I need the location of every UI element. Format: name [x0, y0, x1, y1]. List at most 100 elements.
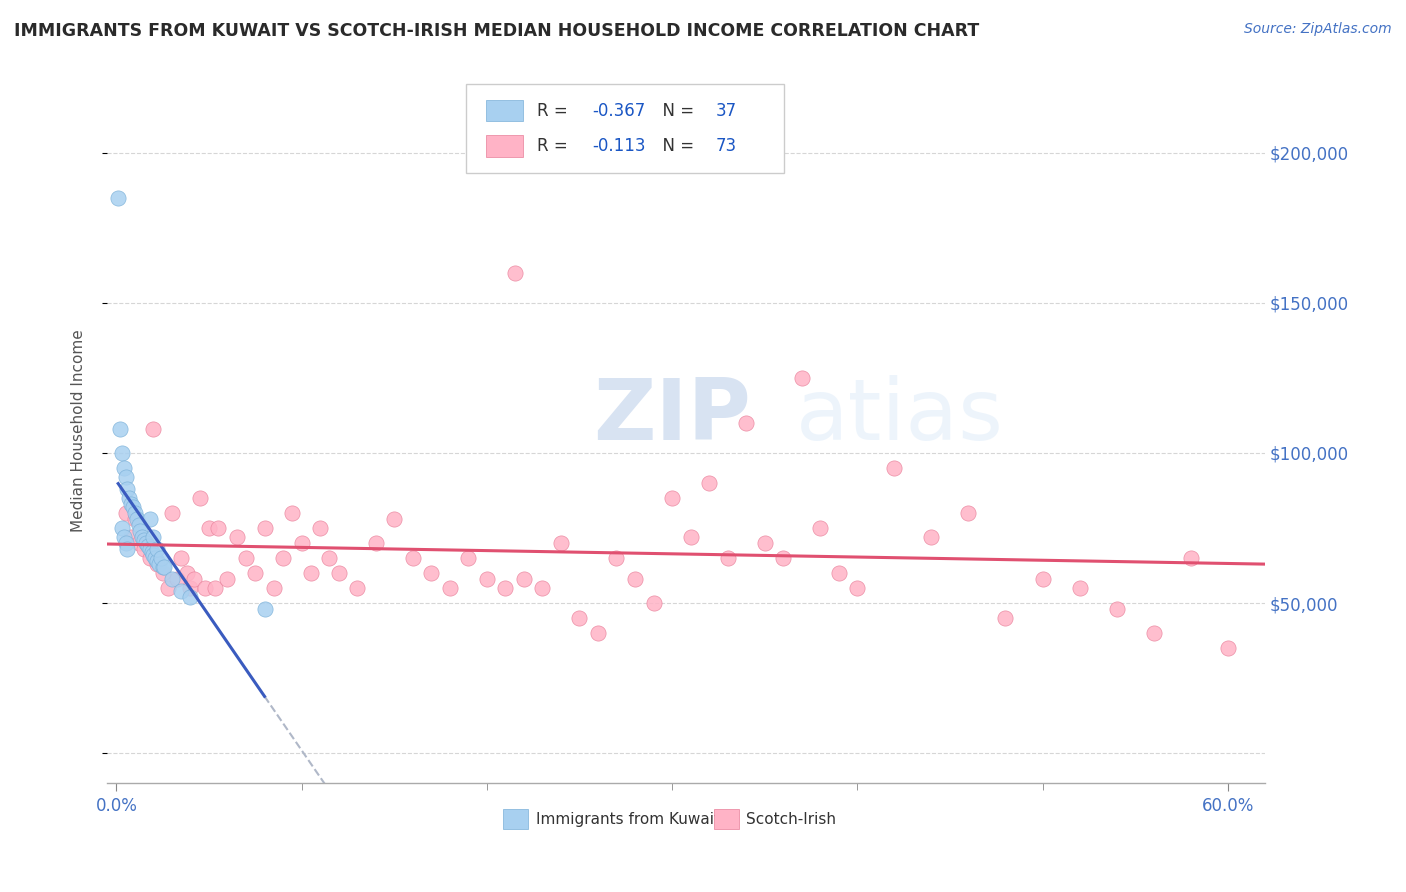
Point — [142, 422, 165, 436]
Point — [920, 530, 942, 544]
Point — [120, 530, 142, 544]
Point — [120, 497, 142, 511]
Point — [138, 542, 160, 557]
Point — [1180, 551, 1202, 566]
Text: R =: R = — [537, 102, 572, 120]
Point — [148, 557, 170, 571]
Point — [198, 521, 221, 535]
FancyBboxPatch shape — [485, 100, 523, 121]
Point — [550, 536, 572, 550]
Point — [217, 572, 239, 586]
Point — [253, 602, 276, 616]
Point — [149, 551, 172, 566]
Point — [439, 581, 461, 595]
Point — [1069, 581, 1091, 595]
Point — [118, 491, 141, 505]
Point — [1216, 641, 1239, 656]
Point — [697, 475, 720, 490]
Point — [142, 530, 165, 544]
Point — [883, 461, 905, 475]
Point — [138, 512, 160, 526]
Point — [790, 371, 813, 385]
Point — [253, 521, 276, 535]
Point — [402, 551, 425, 566]
Point — [643, 596, 665, 610]
Point — [1031, 572, 1053, 586]
Point — [166, 572, 188, 586]
Point — [457, 551, 479, 566]
Point — [235, 551, 257, 566]
Point — [146, 542, 169, 557]
Point — [128, 518, 150, 533]
Point — [661, 491, 683, 505]
Point — [124, 506, 146, 520]
Text: ZIP: ZIP — [593, 375, 751, 458]
Point — [624, 572, 647, 586]
Point — [157, 581, 180, 595]
Point — [586, 626, 609, 640]
Point — [808, 521, 831, 535]
Point — [503, 266, 526, 280]
Point — [271, 551, 294, 566]
Point — [263, 581, 285, 595]
Point — [475, 572, 498, 586]
Text: N =: N = — [652, 102, 700, 120]
Point — [513, 572, 536, 586]
Point — [328, 566, 350, 580]
Point — [957, 506, 980, 520]
Point — [420, 566, 443, 580]
Point — [1143, 626, 1166, 640]
Point — [194, 581, 217, 595]
Point — [128, 536, 150, 550]
Point — [735, 416, 758, 430]
Point — [204, 581, 226, 595]
Point — [146, 557, 169, 571]
Point — [153, 560, 176, 574]
Point — [364, 536, 387, 550]
Point — [183, 572, 205, 586]
Point — [111, 521, 134, 535]
Point — [138, 551, 160, 566]
Point — [152, 560, 174, 574]
Point — [114, 536, 136, 550]
Point — [309, 521, 332, 535]
Point — [346, 581, 368, 595]
Point — [111, 446, 134, 460]
Point — [134, 542, 156, 557]
Point — [207, 521, 229, 535]
Point — [160, 506, 183, 520]
Point — [290, 536, 312, 550]
Point — [117, 482, 139, 496]
Point — [141, 545, 163, 559]
Point — [152, 566, 174, 580]
Point — [112, 461, 135, 475]
Point — [134, 533, 156, 547]
Text: Scotch-Irish: Scotch-Irish — [747, 812, 837, 827]
Text: N =: N = — [652, 136, 700, 155]
Point — [112, 530, 135, 544]
Point — [170, 584, 193, 599]
Text: 37: 37 — [716, 102, 737, 120]
Text: atias: atias — [796, 375, 1004, 458]
Text: R =: R = — [537, 136, 572, 155]
Point — [188, 491, 211, 505]
Point — [299, 566, 322, 580]
Point — [382, 512, 405, 526]
Point — [114, 506, 136, 520]
Y-axis label: Median Household Income: Median Household Income — [72, 329, 86, 532]
Text: 73: 73 — [716, 136, 737, 155]
Point — [754, 536, 776, 550]
Point — [281, 506, 304, 520]
Point — [531, 581, 554, 595]
Point — [225, 530, 247, 544]
Point — [179, 590, 201, 604]
Text: -0.367: -0.367 — [592, 102, 645, 120]
Point — [828, 566, 851, 580]
Point — [1105, 602, 1128, 616]
FancyBboxPatch shape — [465, 85, 785, 173]
Point — [679, 530, 702, 544]
Point — [135, 536, 157, 550]
Point — [117, 542, 139, 557]
Point — [129, 524, 152, 538]
Point — [146, 554, 169, 568]
